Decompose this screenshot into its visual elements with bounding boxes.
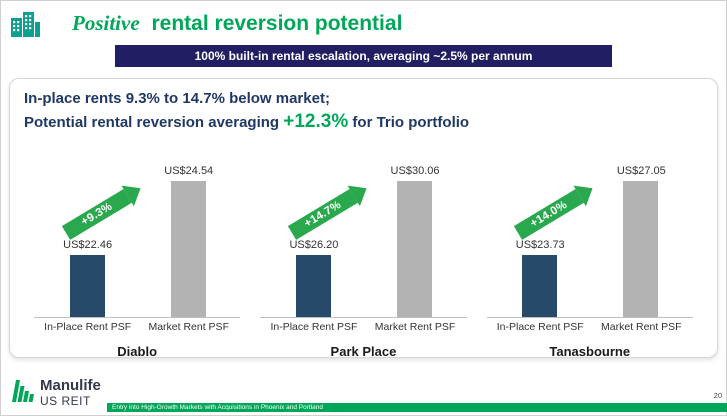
page-title-italic: Positive bbox=[72, 10, 140, 35]
market-bar bbox=[623, 180, 659, 317]
page-number: 20 bbox=[713, 391, 722, 400]
card-heading: In-place rents 9.3% to 14.7% below marke… bbox=[24, 89, 703, 135]
page-title: Positive rental reversion potential bbox=[72, 11, 402, 36]
reversion-arrow-label: +14.0% bbox=[514, 188, 585, 240]
in-place-value-label: US$26.20 bbox=[289, 238, 339, 251]
property-name: Diablo bbox=[117, 343, 158, 359]
brand-sub: US REIT bbox=[40, 393, 91, 408]
market-value-label: US$30.06 bbox=[390, 164, 440, 177]
x-axis-label-market: Market Rent PSF bbox=[148, 320, 229, 333]
brand-text: Manulife US REIT bbox=[40, 378, 101, 408]
chart-group-diablo: US$22.46 US$24.54 +9.3% In-Place Rent PS… bbox=[24, 145, 250, 359]
manulife-brand: Manulife US REIT bbox=[12, 378, 101, 408]
reversion-arrow: +14.7% bbox=[286, 177, 373, 243]
property-name: Tanasbourne bbox=[549, 343, 631, 359]
reversion-average-highlight: +12.3% bbox=[283, 111, 349, 133]
brand-name: Manulife bbox=[40, 377, 101, 395]
x-axis-label-market: Market Rent PSF bbox=[601, 320, 682, 333]
market-value-label: US$24.54 bbox=[164, 164, 214, 177]
market-bar bbox=[170, 180, 206, 317]
rental-reversion-card: In-place rents 9.3% to 14.7% below marke… bbox=[9, 78, 718, 359]
escalation-banner: 100% built-in rental escalation, averagi… bbox=[115, 45, 612, 67]
x-axis-label-in-place: In-Place Rent PSF bbox=[496, 320, 584, 333]
manulife-logo-icon bbox=[12, 380, 34, 403]
plot-area: US$22.46 US$24.54 +9.3% In-Place Rent PS… bbox=[34, 145, 241, 333]
in-place-value-label: US$23.73 bbox=[515, 238, 565, 251]
card-heading-line2: Potential rental reversion averaging +12… bbox=[24, 109, 703, 135]
card-heading-line1: In-place rents 9.3% to 14.7% below marke… bbox=[24, 90, 330, 107]
footnote-strip: Entry into High-Growth Markets with Acqu… bbox=[107, 403, 727, 412]
page-title-rest: rental reversion potential bbox=[151, 11, 403, 35]
card-heading-line2-suffix: for Trio portfolio bbox=[348, 114, 470, 132]
in-place-bar bbox=[69, 254, 105, 317]
x-axis-label-market: Market Rent PSF bbox=[374, 320, 456, 333]
in-place-value-label: US$22.46 bbox=[63, 238, 113, 251]
x-axis-label-in-place: In-Place Rent PSF bbox=[270, 320, 358, 333]
in-place-bar bbox=[295, 254, 331, 317]
reversion-arrow-label: +14.7% bbox=[287, 188, 358, 240]
header: Positive rental reversion potential bbox=[10, 6, 717, 40]
card-heading-line2-prefix: Potential rental reversion averaging bbox=[24, 114, 284, 132]
reversion-arrow-label: +9.3% bbox=[61, 188, 132, 240]
in-place-bar bbox=[522, 254, 558, 317]
property-name: Park Place bbox=[330, 343, 397, 359]
market-value-label: US$27.05 bbox=[616, 164, 666, 177]
reversion-arrow: +9.3% bbox=[59, 177, 147, 243]
market-bar bbox=[397, 180, 433, 317]
plot-area: US$23.73 US$27.05 +14.0% In-Place Rent P… bbox=[486, 145, 693, 333]
reversion-arrow: +14.0% bbox=[512, 177, 599, 243]
chart-group-tanasbourne: US$23.73 US$27.05 +14.0% In-Place Rent P… bbox=[477, 145, 703, 359]
x-axis-label-in-place: In-Place Rent PSF bbox=[44, 320, 132, 333]
plot-area: US$26.20 US$30.06 +14.7% In-Place Rent P… bbox=[260, 145, 467, 333]
footer: Manulife US REIT 20 Entry into High-Grow… bbox=[0, 364, 727, 416]
chart-group-park-place: US$26.20 US$30.06 +14.7% In-Place Rent P… bbox=[250, 145, 476, 359]
bar-chart: US$22.46 US$24.54 +9.3% In-Place Rent PS… bbox=[24, 145, 703, 359]
buildings-icon bbox=[11, 12, 40, 37]
